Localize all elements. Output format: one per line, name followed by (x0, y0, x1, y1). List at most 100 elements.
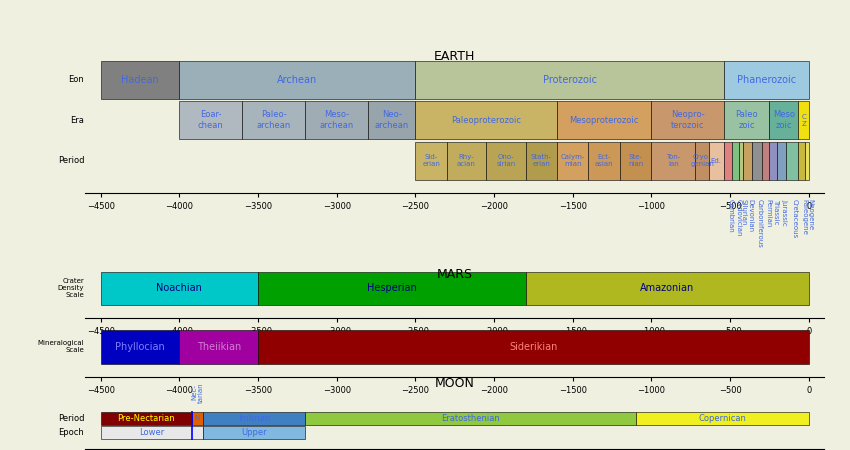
FancyBboxPatch shape (192, 412, 203, 425)
Text: N: N (195, 415, 200, 421)
Text: MARS: MARS (437, 268, 473, 281)
FancyBboxPatch shape (101, 330, 179, 364)
Text: Ono-
sirian: Ono- sirian (496, 154, 515, 167)
FancyBboxPatch shape (557, 101, 651, 139)
FancyBboxPatch shape (588, 142, 620, 180)
Text: Paleogene: Paleogene (802, 199, 808, 234)
FancyBboxPatch shape (723, 142, 733, 180)
Text: Nec-
tarian: Nec- tarian (191, 382, 204, 403)
Text: Period: Period (58, 414, 84, 423)
Text: Stath-
erian: Stath- erian (530, 154, 552, 167)
Text: Phanerozoic: Phanerozoic (737, 75, 796, 85)
Text: Mesoproterozoic: Mesoproterozoic (570, 116, 639, 125)
FancyBboxPatch shape (752, 142, 762, 180)
FancyBboxPatch shape (203, 412, 305, 425)
FancyBboxPatch shape (739, 142, 743, 180)
FancyBboxPatch shape (769, 101, 798, 139)
FancyBboxPatch shape (368, 101, 416, 139)
Text: Copernican: Copernican (699, 414, 746, 423)
FancyBboxPatch shape (305, 101, 368, 139)
Text: Permian: Permian (765, 199, 771, 227)
FancyBboxPatch shape (179, 101, 242, 139)
Text: Phyllocian: Phyllocian (116, 342, 165, 352)
FancyBboxPatch shape (695, 142, 709, 180)
Text: Eratosthenian: Eratosthenian (441, 414, 500, 423)
Text: Hesperian: Hesperian (367, 284, 416, 293)
FancyBboxPatch shape (101, 412, 192, 425)
FancyBboxPatch shape (179, 61, 416, 99)
Text: Silurian: Silurian (741, 199, 747, 225)
Text: Ect-
asian: Ect- asian (595, 154, 614, 167)
Text: Neogene: Neogene (807, 199, 813, 230)
Text: Noachian: Noachian (156, 284, 202, 293)
FancyBboxPatch shape (786, 142, 798, 180)
Text: Ed.: Ed. (711, 158, 722, 164)
Text: Pre-Nectarian: Pre-Nectarian (117, 414, 175, 423)
FancyBboxPatch shape (777, 142, 786, 180)
FancyBboxPatch shape (620, 142, 651, 180)
FancyBboxPatch shape (416, 101, 557, 139)
FancyBboxPatch shape (769, 142, 777, 180)
Text: Crater
Density
Scale: Crater Density Scale (58, 279, 84, 298)
FancyBboxPatch shape (258, 330, 808, 364)
FancyBboxPatch shape (258, 272, 525, 305)
Text: Meso
zoic: Meso zoic (773, 110, 795, 130)
FancyBboxPatch shape (733, 142, 739, 180)
FancyBboxPatch shape (709, 142, 723, 180)
Text: Paleo
zoic: Paleo zoic (735, 110, 757, 130)
Text: Rhy-
acian: Rhy- acian (457, 154, 476, 167)
Text: Ordovician: Ordovician (735, 199, 741, 236)
Text: Neopro-
terozoic: Neopro- terozoic (671, 110, 705, 130)
Text: Amazonian: Amazonian (640, 284, 694, 293)
Text: Period: Period (58, 156, 84, 165)
FancyBboxPatch shape (179, 330, 258, 364)
FancyBboxPatch shape (486, 142, 525, 180)
FancyBboxPatch shape (305, 412, 636, 425)
FancyBboxPatch shape (525, 142, 557, 180)
Text: Cambrian: Cambrian (728, 199, 734, 233)
Text: Hadean: Hadean (122, 75, 159, 85)
Text: Carboniferous: Carboniferous (757, 199, 763, 248)
Text: Siderikian: Siderikian (509, 342, 558, 352)
FancyBboxPatch shape (743, 142, 752, 180)
Text: Imbrian: Imbrian (238, 414, 270, 423)
Text: Eoar-
chean: Eoar- chean (198, 110, 224, 130)
Text: Lower: Lower (139, 428, 165, 437)
Text: Upper: Upper (241, 428, 267, 437)
FancyBboxPatch shape (651, 101, 723, 139)
Text: Meso-
archean: Meso- archean (320, 110, 354, 130)
FancyBboxPatch shape (798, 142, 805, 180)
Text: Mineralogical
Scale: Mineralogical Scale (37, 340, 84, 353)
Text: Jurassic: Jurassic (781, 199, 788, 225)
FancyBboxPatch shape (203, 426, 305, 439)
FancyBboxPatch shape (101, 426, 203, 439)
FancyBboxPatch shape (723, 61, 808, 99)
Text: Ste-
nian: Ste- nian (628, 154, 643, 167)
Text: Archean: Archean (277, 75, 318, 85)
FancyBboxPatch shape (723, 101, 769, 139)
FancyBboxPatch shape (242, 101, 305, 139)
Text: Eon: Eon (69, 75, 84, 84)
FancyBboxPatch shape (805, 142, 808, 180)
FancyBboxPatch shape (557, 142, 588, 180)
Text: Paleoproterozoic: Paleoproterozoic (451, 116, 521, 125)
Text: Neo-
archean: Neo- archean (375, 110, 409, 130)
Text: Triassic: Triassic (773, 199, 779, 224)
FancyBboxPatch shape (101, 61, 179, 99)
FancyBboxPatch shape (416, 61, 723, 99)
FancyBboxPatch shape (447, 142, 486, 180)
Text: Theiikian: Theiikian (196, 342, 241, 352)
Text: Epoch: Epoch (59, 428, 84, 437)
Text: Cryo-
genian: Cryo- genian (690, 154, 714, 167)
Text: Proterozoic: Proterozoic (542, 75, 597, 85)
FancyBboxPatch shape (798, 101, 808, 139)
FancyBboxPatch shape (101, 272, 258, 305)
Text: Devonian: Devonian (747, 199, 754, 232)
Text: Sid-
erian: Sid- erian (422, 154, 440, 167)
Text: C
Z: C Z (802, 114, 806, 126)
Text: Era: Era (71, 116, 84, 125)
Text: Calym-
mian: Calym- mian (560, 154, 585, 167)
Text: Ton-
ian: Ton- ian (666, 154, 681, 167)
Text: Cretaceous: Cretaceous (792, 199, 798, 238)
FancyBboxPatch shape (762, 142, 769, 180)
